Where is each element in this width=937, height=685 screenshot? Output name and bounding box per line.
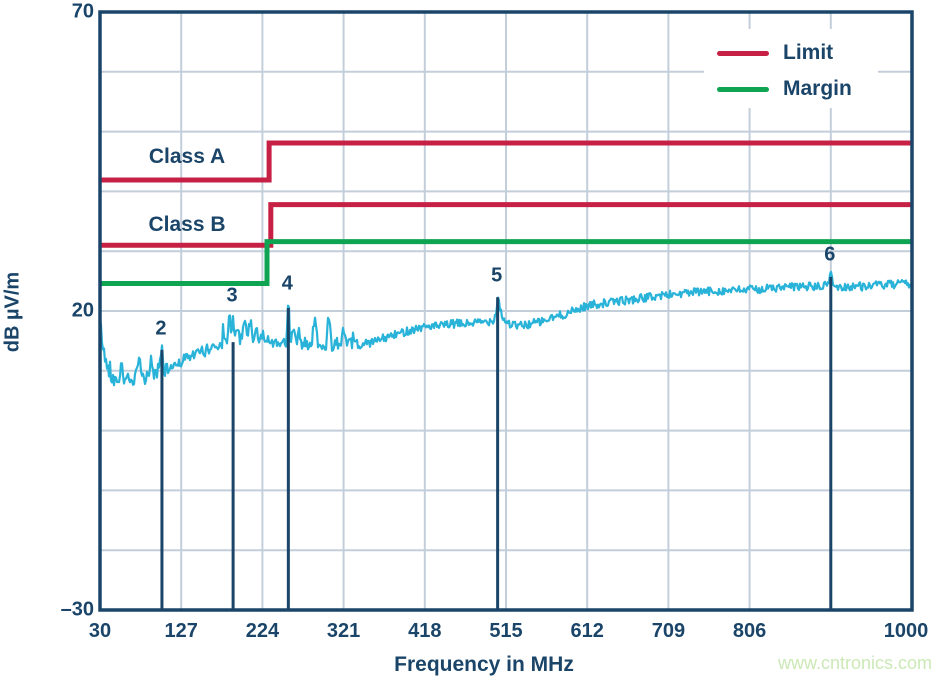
class-a-label: Class A [148,145,226,168]
watermark-text: www.cntronics.com [777,653,932,673]
legend-label-limit: Limit [783,41,834,64]
marker-label-3: 3 [226,284,238,307]
plot-border [98,10,914,612]
y-axis-title: dB µV/m [1,271,24,353]
x-tick-806: 806 [732,620,767,642]
x-tick-709: 709 [651,620,686,642]
x-axis-title: Frequency in MHz [394,653,574,676]
x-tick-127: 127 [164,620,198,642]
class-b-label: Class B [148,213,226,236]
marker-label-2: 2 [155,317,167,340]
class-a-limit-line [100,140,912,183]
limit-line-swatch [717,50,769,56]
x-tick-612: 612 [570,620,604,642]
y-tick-20: 20 [71,299,94,322]
legend-label-margin: Margin [783,77,852,100]
marker-label-4: 4 [281,272,293,295]
grid-layer [100,12,912,610]
class-b-limit-line [100,202,912,248]
x-tick-30: 30 [88,620,112,642]
x-tick-515: 515 [489,620,523,642]
legend-item-margin: Margin [717,77,852,101]
legend-item-limit: Limit [717,41,833,65]
legend: Limit Margin [704,29,878,108]
y-tick--30: –30 [60,598,94,621]
y-tick-70: 70 [71,0,94,23]
marker-label-6: 6 [824,243,836,266]
marker-lines [160,276,833,610]
x-tick-224: 224 [245,620,280,642]
x-tick-1000: 1000 [883,620,929,642]
marker-label-5: 5 [491,264,503,287]
emissions-trace [98,270,914,387]
margin-limit-line [100,239,912,286]
x-tick-418: 418 [408,620,442,642]
x-tick-321: 321 [326,620,361,642]
margin-line-swatch [717,86,769,92]
